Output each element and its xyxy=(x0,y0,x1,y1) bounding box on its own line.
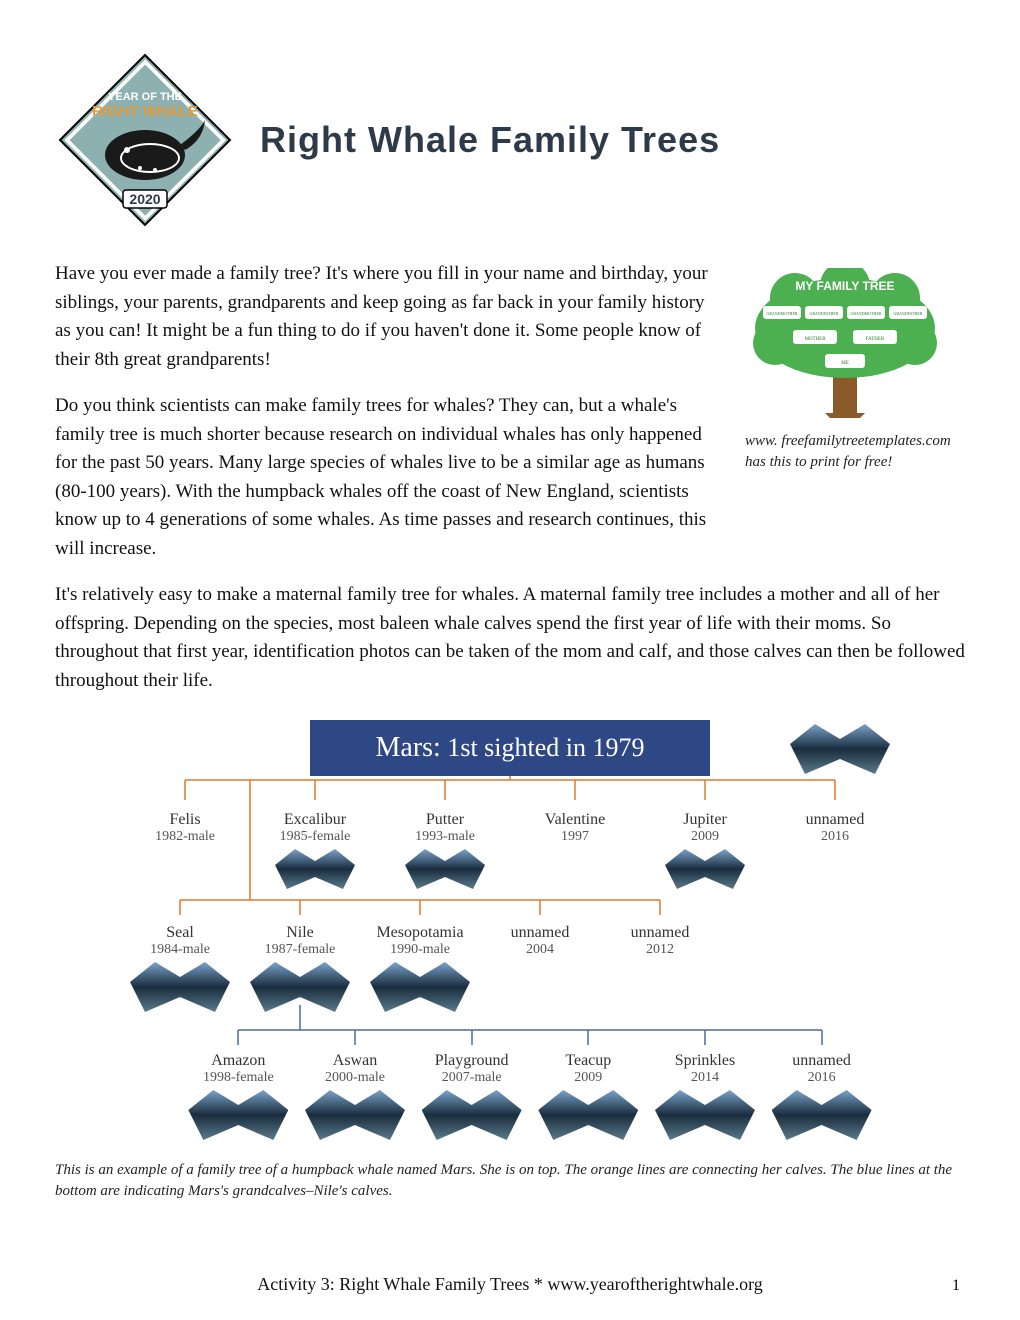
whale-item: Excalibur1985-female xyxy=(260,811,370,889)
whale-name: Excalibur xyxy=(260,811,370,829)
whale-meta: 1987-female xyxy=(245,942,355,958)
whale-item: Valentine1997 xyxy=(520,811,630,889)
whale-item: Aswan2000-male xyxy=(300,1052,410,1140)
page-title: Right Whale Family Trees xyxy=(260,119,720,161)
whale-name: Putter xyxy=(390,811,500,829)
whale-item: Mesopotamia1990-male xyxy=(365,924,475,1012)
whale-meta: 1997 xyxy=(520,829,630,845)
whale-meta: 2007-male xyxy=(417,1070,527,1086)
whale-name: Nile xyxy=(245,924,355,942)
whale-meta: 2004 xyxy=(485,942,595,958)
logo-top-text: YEAR OF THE xyxy=(108,91,182,103)
footer: Activity 3: Right Whale Family Trees * w… xyxy=(0,1274,1020,1295)
page-number: 1 xyxy=(952,1277,960,1295)
whale-item: Nile1987-female xyxy=(245,924,355,1012)
logo-main-text: RIGHT WHALE xyxy=(92,103,198,120)
mars-fluke-photo xyxy=(790,720,880,775)
aside-caption: www. freefamilytreetemplates.com has thi… xyxy=(745,431,965,473)
whale-meta: 1985-female xyxy=(260,829,370,845)
whale-name: unnamed xyxy=(780,811,890,829)
whale-name: Mesopotamia xyxy=(365,924,475,942)
paragraph-3: It's relatively easy to make a maternal … xyxy=(55,581,965,695)
whale-name: Felis xyxy=(130,811,240,829)
whale-name: unnamed xyxy=(605,924,715,942)
whale-meta: 2016 xyxy=(767,1070,877,1086)
whale-name: unnamed xyxy=(485,924,595,942)
mars-subtitle: 1st sighted in 1979 xyxy=(441,733,645,762)
whale-meta: 2016 xyxy=(780,829,890,845)
svg-text:MOTHER: MOTHER xyxy=(804,337,826,342)
whale-name: Jupiter xyxy=(650,811,760,829)
svg-text:FATHER: FATHER xyxy=(866,337,885,342)
whale-item: Putter1993-male xyxy=(390,811,500,889)
paragraph-2: Do you think scientists can make family … xyxy=(55,392,725,563)
fluke-photo xyxy=(422,1090,522,1140)
whale-meta: 2012 xyxy=(605,942,715,958)
family-tree-icon: MY FAMILY TREE GRANDMOTHER GRANDFATHER G… xyxy=(745,268,945,418)
fluke-photo xyxy=(772,1090,872,1140)
whale-item: unnamed2016 xyxy=(780,811,890,889)
whale-name: Amazon xyxy=(183,1052,293,1070)
fluke-photo xyxy=(405,849,485,889)
fluke-photo xyxy=(305,1090,405,1140)
whale-meta: 1990-male xyxy=(365,942,475,958)
mars-family-tree: Mars: 1st sighted in 1979 Felis1982-male… xyxy=(120,720,900,1140)
whale-item: Felis1982-male xyxy=(130,811,240,889)
whale-name: Playground xyxy=(417,1052,527,1070)
diagram-caption: This is an example of a family tree of a… xyxy=(55,1160,965,1202)
whale-name: Teacup xyxy=(533,1052,643,1070)
generation-1-row: Felis1982-male Excalibur1985-female Putter… xyxy=(120,811,900,889)
svg-text:GRANDMOTHER: GRANDMOTHER xyxy=(850,311,881,316)
fluke-photo xyxy=(275,849,355,889)
mars-banner: Mars: 1st sighted in 1979 xyxy=(310,720,710,776)
fluke-photo xyxy=(370,962,470,1012)
fluke-photo xyxy=(130,962,230,1012)
whale-item: Jupiter2009 xyxy=(650,811,760,889)
footer-text: Activity 3: Right Whale Family Trees * w… xyxy=(257,1274,763,1294)
fluke-photo xyxy=(250,962,350,1012)
mars-name: Mars: xyxy=(376,732,441,763)
svg-text:ME: ME xyxy=(841,361,849,366)
whale-item: Sprinkles2014 xyxy=(650,1052,760,1140)
whale-name: Aswan xyxy=(300,1052,410,1070)
whale-meta: 1993-male xyxy=(390,829,500,845)
whale-meta: 2014 xyxy=(650,1070,760,1086)
svg-text:GRANDFATHER: GRANDFATHER xyxy=(809,311,838,316)
svg-text:MY FAMILY TREE: MY FAMILY TREE xyxy=(795,279,894,293)
fluke-photo xyxy=(538,1090,638,1140)
whale-name: Seal xyxy=(125,924,235,942)
whale-item: Playground2007-male xyxy=(417,1052,527,1140)
whale-item: unnamed2016 xyxy=(767,1052,877,1140)
whale-name: unnamed xyxy=(767,1052,877,1070)
whale-item: Amazon1998-female xyxy=(183,1052,293,1140)
family-tree-aside: MY FAMILY TREE GRANDMOTHER GRANDFATHER G… xyxy=(745,268,965,473)
whale-name: Sprinkles xyxy=(650,1052,760,1070)
logo-year: 2020 xyxy=(129,191,160,207)
whale-item: unnamed2004 xyxy=(485,924,595,1012)
paragraph-1: Have you ever made a family tree? It's w… xyxy=(55,260,725,374)
whale-item: unnamed2012 xyxy=(605,924,715,1012)
header: YEAR OF THE RIGHT WHALE 2020 Right Whale… xyxy=(55,50,965,230)
whale-meta: 1984-male xyxy=(125,942,235,958)
whale-meta: 1998-female xyxy=(183,1070,293,1086)
whale-meta: 2009 xyxy=(533,1070,643,1086)
whale-meta: 2000-male xyxy=(300,1070,410,1086)
intro-section: Have you ever made a family tree? It's w… xyxy=(55,260,965,581)
fluke-photo xyxy=(665,849,745,889)
whale-meta: 1982-male xyxy=(130,829,240,845)
whale-item: Seal1984-male xyxy=(125,924,235,1012)
whale-item: Teacup2009 xyxy=(533,1052,643,1140)
whale-name: Valentine xyxy=(520,811,630,829)
svg-text:GRANDMOTHER: GRANDMOTHER xyxy=(766,311,797,316)
generation-1b-row: Seal1984-maleNile1987-femaleMesopotamia1… xyxy=(120,924,720,1012)
fluke-photo xyxy=(188,1090,288,1140)
svg-text:GRANDFATHER: GRANDFATHER xyxy=(893,311,922,316)
fluke-photo xyxy=(655,1090,755,1140)
whale-meta: 2009 xyxy=(650,829,760,845)
generation-2-row: Amazon1998-femaleAswan2000-malePlaygroun… xyxy=(180,1052,880,1140)
logo-badge: YEAR OF THE RIGHT WHALE 2020 xyxy=(55,50,235,230)
